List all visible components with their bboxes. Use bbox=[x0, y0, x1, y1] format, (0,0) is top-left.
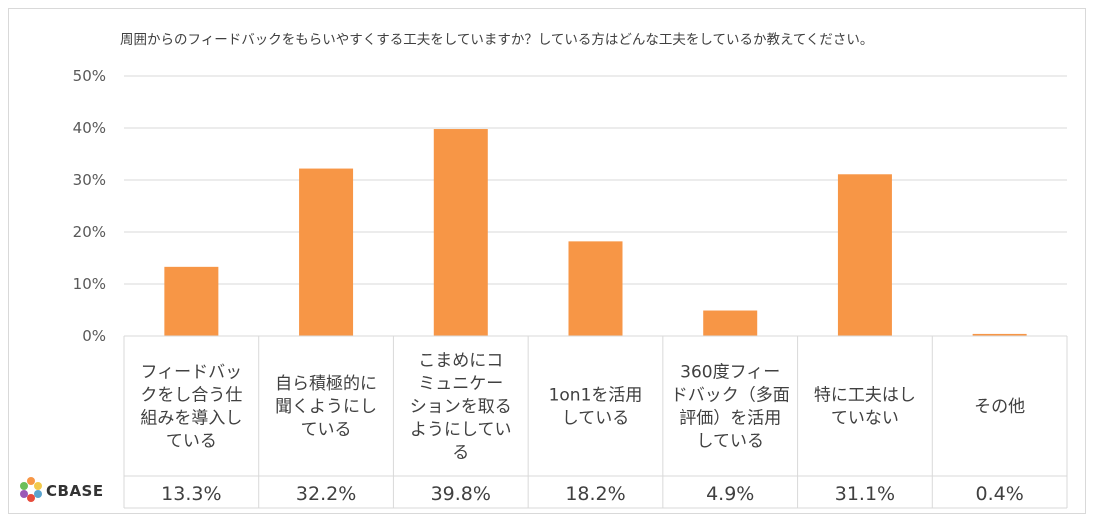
bar bbox=[703, 310, 758, 336]
category-label: こまめにコミュニケーションを取るようにしている bbox=[410, 351, 512, 463]
category-label: その他 bbox=[974, 397, 1025, 417]
y-tick-label: 20% bbox=[73, 223, 106, 241]
value-label: 31.1% bbox=[835, 483, 895, 505]
cbase-logo-icon bbox=[20, 477, 42, 502]
y-tick-label: 0% bbox=[82, 327, 106, 345]
y-tick-label: 40% bbox=[73, 119, 106, 137]
value-label: 13.3% bbox=[161, 483, 221, 505]
bar bbox=[837, 174, 892, 336]
bar bbox=[568, 241, 623, 336]
category-label: 360度フィードバック（多面評価）を活用している bbox=[671, 363, 790, 452]
value-label: 18.2% bbox=[565, 483, 625, 505]
cbase-logo-text: CBASE bbox=[46, 482, 104, 500]
y-tick-label: 10% bbox=[73, 275, 106, 293]
bar bbox=[164, 266, 219, 336]
value-label: 32.2% bbox=[296, 483, 356, 505]
category-label: フィードバックをし合う仕組みを導入している bbox=[140, 363, 242, 452]
bar bbox=[299, 168, 354, 336]
y-tick-label: 30% bbox=[73, 171, 106, 189]
value-label: 0.4% bbox=[976, 483, 1024, 505]
value-label: 4.9% bbox=[706, 483, 754, 505]
chart-frame bbox=[8, 8, 1086, 514]
cbase-logo: CBASE bbox=[20, 477, 104, 502]
category-label: 特に工夫はしていない bbox=[814, 386, 916, 429]
bar bbox=[972, 333, 1027, 336]
bar bbox=[433, 129, 488, 336]
chart-title: 周囲からのフィードバックをもらいやすくする工夫をしていますか？している方はどんな… bbox=[120, 32, 873, 48]
value-label: 39.8% bbox=[431, 483, 491, 505]
y-tick-label: 50% bbox=[73, 67, 106, 85]
category-label: 自ら積極的に聞くようにしている bbox=[275, 374, 377, 440]
category-label: 1on1を活用している bbox=[549, 386, 643, 429]
